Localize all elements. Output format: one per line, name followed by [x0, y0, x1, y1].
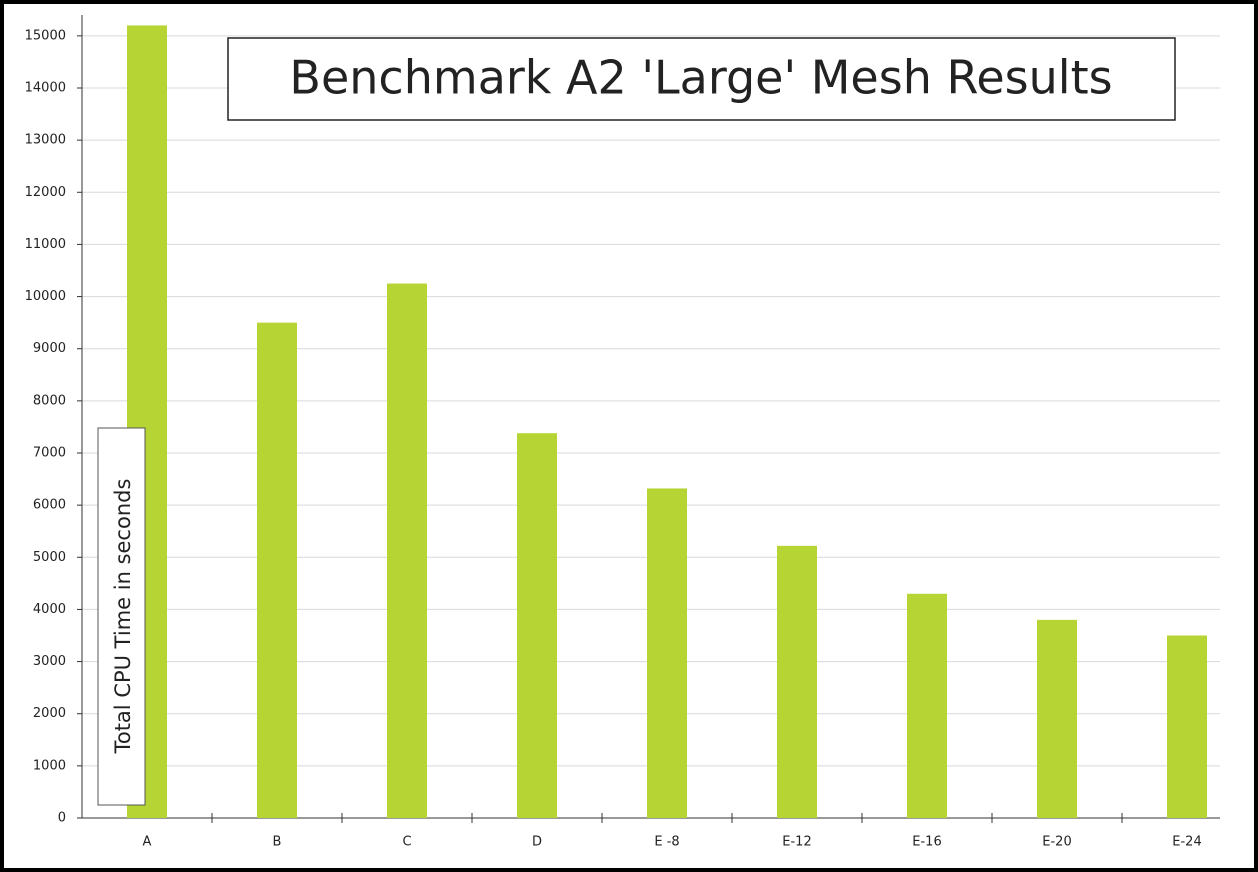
chart-title: Benchmark A2 'Large' Mesh Results [289, 51, 1112, 105]
y-tick-label: 8000 [33, 393, 66, 408]
bar [257, 322, 297, 818]
x-tick-label: B [273, 835, 282, 850]
x-tick-label: E -8 [654, 835, 679, 850]
y-tick-label: 11000 [25, 237, 66, 252]
y-tick-label: 14000 [25, 81, 66, 96]
y-tick-label: 13000 [25, 133, 66, 148]
x-tick-label: E-12 [782, 835, 811, 850]
y-axis-label: Total CPU Time in seconds [111, 479, 135, 755]
y-tick-label: 9000 [33, 341, 66, 356]
bar [647, 488, 687, 818]
title-box [227, 37, 1176, 121]
x-tick-label: A [143, 835, 152, 850]
bar [1037, 619, 1077, 818]
y-tick-label: 6000 [33, 498, 66, 513]
bar [517, 433, 557, 818]
y-tick-label: 3000 [33, 654, 66, 669]
y-label-box [97, 427, 146, 806]
y-tick-label: 0 [58, 811, 66, 826]
y-tick-label: 10000 [25, 289, 66, 304]
y-tick-label: 15000 [25, 28, 66, 43]
x-tick-label: D [532, 835, 542, 850]
x-tick-label: C [402, 835, 411, 850]
x-tick-label: E-20 [1042, 835, 1071, 850]
bar [1167, 635, 1207, 818]
bar [777, 545, 817, 818]
x-tick-label: E-24 [1172, 835, 1201, 850]
y-tick-label: 7000 [33, 446, 66, 461]
y-tick-label: 12000 [25, 185, 66, 200]
y-tick-label: 5000 [33, 550, 66, 565]
bar [907, 593, 947, 818]
y-tick-label: 4000 [33, 602, 66, 617]
bar [387, 283, 427, 818]
y-tick-label: 2000 [33, 706, 66, 721]
y-tick-label: 1000 [33, 758, 66, 773]
x-tick-label: E-16 [912, 835, 941, 850]
